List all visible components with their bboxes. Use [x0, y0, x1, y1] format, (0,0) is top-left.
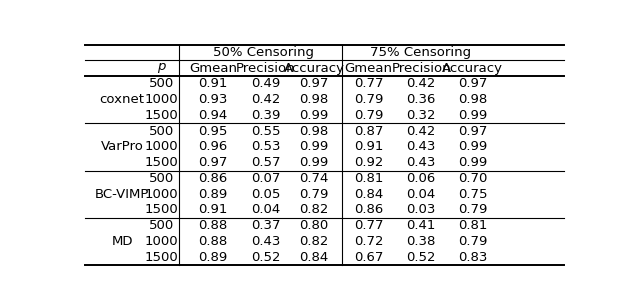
- Text: 0.77: 0.77: [354, 219, 383, 232]
- Text: 0.82: 0.82: [300, 235, 329, 248]
- Text: 0.03: 0.03: [406, 203, 436, 216]
- Text: 0.38: 0.38: [406, 235, 436, 248]
- Text: 0.67: 0.67: [354, 251, 383, 264]
- Text: 0.43: 0.43: [252, 235, 281, 248]
- Text: 0.80: 0.80: [300, 219, 329, 232]
- Text: 0.97: 0.97: [300, 77, 329, 90]
- Text: 1000: 1000: [145, 188, 179, 201]
- Text: 0.99: 0.99: [458, 156, 488, 169]
- Text: 0.49: 0.49: [252, 77, 280, 90]
- Text: 0.43: 0.43: [406, 140, 436, 153]
- Text: 0.95: 0.95: [198, 125, 228, 138]
- Text: 0.86: 0.86: [198, 172, 228, 185]
- Text: 0.97: 0.97: [198, 156, 228, 169]
- Text: 500: 500: [149, 219, 175, 232]
- Text: 0.06: 0.06: [406, 172, 436, 185]
- Text: 0.99: 0.99: [458, 109, 488, 122]
- Text: 0.43: 0.43: [406, 156, 436, 169]
- Text: 0.37: 0.37: [252, 219, 281, 232]
- Text: $p$: $p$: [157, 61, 167, 75]
- Text: coxnet: coxnet: [100, 93, 145, 106]
- Text: 0.88: 0.88: [198, 219, 228, 232]
- Text: 500: 500: [149, 172, 175, 185]
- Text: MD: MD: [111, 235, 133, 248]
- Text: 1000: 1000: [145, 140, 179, 153]
- Text: 0.79: 0.79: [458, 235, 488, 248]
- Text: 75% Censoring: 75% Censoring: [370, 46, 471, 59]
- Text: 1500: 1500: [145, 109, 179, 122]
- Text: 0.81: 0.81: [354, 172, 383, 185]
- Text: 500: 500: [149, 77, 175, 90]
- Text: 0.92: 0.92: [354, 156, 383, 169]
- Text: 1500: 1500: [145, 156, 179, 169]
- Text: 0.99: 0.99: [300, 156, 329, 169]
- Text: 0.79: 0.79: [300, 188, 329, 201]
- Text: 0.04: 0.04: [252, 203, 280, 216]
- Text: Accuracy: Accuracy: [442, 62, 503, 75]
- Text: 0.42: 0.42: [252, 93, 281, 106]
- Text: 0.39: 0.39: [252, 109, 281, 122]
- Text: 0.57: 0.57: [252, 156, 281, 169]
- Text: 1500: 1500: [145, 203, 179, 216]
- Text: 0.55: 0.55: [252, 125, 281, 138]
- Text: 0.75: 0.75: [458, 188, 488, 201]
- Text: 0.99: 0.99: [458, 140, 488, 153]
- Text: 0.96: 0.96: [198, 140, 228, 153]
- Text: 0.04: 0.04: [406, 188, 436, 201]
- Text: 0.79: 0.79: [354, 93, 383, 106]
- Text: 0.98: 0.98: [300, 125, 329, 138]
- Text: 0.88: 0.88: [198, 235, 228, 248]
- Text: 0.52: 0.52: [252, 251, 281, 264]
- Text: 0.36: 0.36: [406, 93, 436, 106]
- Text: Precision: Precision: [236, 62, 296, 75]
- Text: 0.99: 0.99: [300, 140, 329, 153]
- Text: 0.89: 0.89: [198, 251, 228, 264]
- Text: 50% Censoring: 50% Censoring: [213, 46, 314, 59]
- Text: 0.89: 0.89: [198, 188, 228, 201]
- Text: 0.84: 0.84: [354, 188, 383, 201]
- Text: 0.07: 0.07: [252, 172, 281, 185]
- Text: 0.53: 0.53: [252, 140, 281, 153]
- Text: 0.79: 0.79: [354, 109, 383, 122]
- Text: 0.91: 0.91: [198, 77, 228, 90]
- Text: 0.94: 0.94: [198, 109, 228, 122]
- Text: 0.81: 0.81: [458, 219, 488, 232]
- Text: Gmean: Gmean: [345, 62, 393, 75]
- Text: 0.97: 0.97: [458, 77, 488, 90]
- Text: 0.72: 0.72: [354, 235, 383, 248]
- Text: 0.52: 0.52: [406, 251, 436, 264]
- Text: 0.97: 0.97: [458, 125, 488, 138]
- Text: VarPro: VarPro: [100, 140, 143, 153]
- Text: 0.77: 0.77: [354, 77, 383, 90]
- Text: 0.93: 0.93: [198, 93, 228, 106]
- Text: 0.87: 0.87: [354, 125, 383, 138]
- Text: Gmean: Gmean: [189, 62, 237, 75]
- Text: 0.86: 0.86: [354, 203, 383, 216]
- Text: 0.32: 0.32: [406, 109, 436, 122]
- Text: 1500: 1500: [145, 251, 179, 264]
- Text: 0.91: 0.91: [354, 140, 383, 153]
- Text: 500: 500: [149, 125, 175, 138]
- Text: 0.42: 0.42: [406, 77, 436, 90]
- Text: 0.98: 0.98: [458, 93, 488, 106]
- Text: 0.74: 0.74: [300, 172, 329, 185]
- Text: 0.99: 0.99: [300, 109, 329, 122]
- Text: 0.70: 0.70: [458, 172, 488, 185]
- Text: 1000: 1000: [145, 235, 179, 248]
- Text: Accuracy: Accuracy: [284, 62, 344, 75]
- Text: 0.41: 0.41: [406, 219, 436, 232]
- Text: BC-VIMP: BC-VIMP: [95, 188, 149, 201]
- Text: 0.91: 0.91: [198, 203, 228, 216]
- Text: 0.84: 0.84: [300, 251, 329, 264]
- Text: 0.98: 0.98: [300, 93, 329, 106]
- Text: 0.42: 0.42: [406, 125, 436, 138]
- Text: 0.82: 0.82: [300, 203, 329, 216]
- Text: 0.05: 0.05: [252, 188, 281, 201]
- Text: Precision: Precision: [392, 62, 451, 75]
- Text: 0.83: 0.83: [458, 251, 488, 264]
- Text: 1000: 1000: [145, 93, 179, 106]
- Text: 0.79: 0.79: [458, 203, 488, 216]
